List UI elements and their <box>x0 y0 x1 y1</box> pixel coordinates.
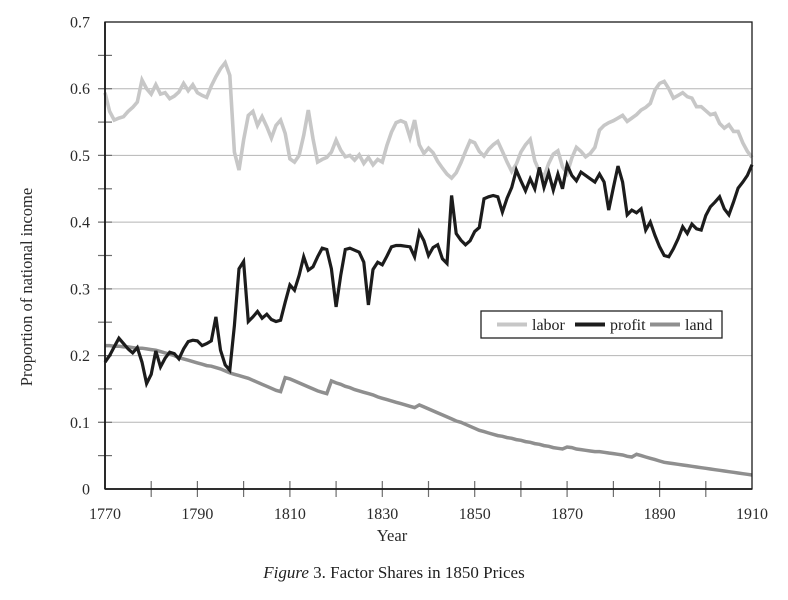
x-tick-label: 1910 <box>736 506 768 523</box>
caption-text: 3. Factor Shares in 1850 Prices <box>308 563 525 582</box>
series-line-labor <box>103 59 754 181</box>
y-tick-label: 0.1 <box>70 415 90 432</box>
x-tick-label: 1850 <box>459 506 491 523</box>
caption-figure-word: Figure <box>263 563 309 582</box>
x-tick-label: 1830 <box>366 506 398 523</box>
gridlines <box>98 88 752 423</box>
y-tick-label: 0.3 <box>70 281 90 298</box>
legend: labor profit land <box>480 310 723 339</box>
x-tick-label: 1870 <box>551 506 583 523</box>
tick-labels: 0 0.1 0.2 0.3 0.4 0.5 0.6 0.7 1770 1790 1810 1830 18… <box>70 15 768 524</box>
y-tick-label: 0 <box>82 482 90 499</box>
series-line-profit <box>103 159 754 389</box>
series-lines <box>103 59 754 477</box>
legend-label-labor: labor <box>532 317 566 334</box>
legend-label-land: land <box>685 317 713 334</box>
x-tick-label: 1770 <box>89 506 121 523</box>
chart-background <box>0 0 788 548</box>
x-tick-label: 1810 <box>274 506 306 523</box>
x-axis-title: Year <box>377 526 408 545</box>
y-tick-label: 0.4 <box>70 215 90 232</box>
factor-shares-line-chart: 0 0.1 0.2 0.3 0.4 0.5 0.6 0.7 1770 1790 1810 1830 18… <box>0 0 788 548</box>
y-tick-label: 0.6 <box>70 81 90 98</box>
figure-caption: Figure 3. Factor Shares in 1850 Prices <box>0 563 788 583</box>
y-tick-label: 0.5 <box>70 148 90 165</box>
x-tick-label: 1790 <box>181 506 213 523</box>
series-line-land <box>105 343 753 477</box>
y-tick-label: 0.2 <box>70 348 90 365</box>
x-tick-label: 1890 <box>644 506 676 523</box>
y-tick-label: 0.7 <box>70 15 90 32</box>
y-axis-title: Proportion of national income <box>17 188 36 386</box>
legend-label-profit: profit <box>610 317 646 334</box>
